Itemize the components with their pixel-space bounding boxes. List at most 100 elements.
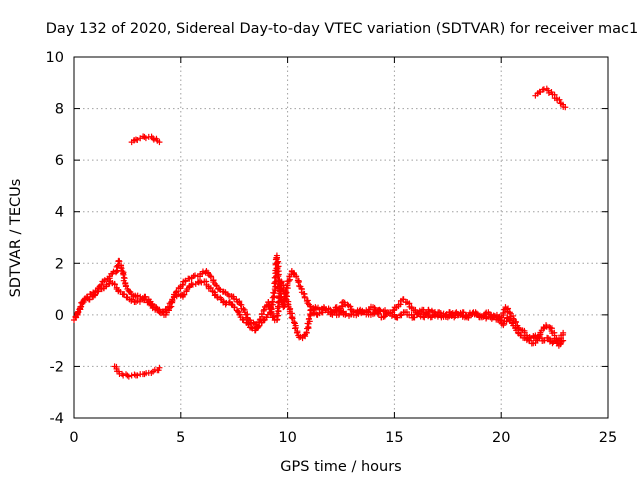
data-point [213, 282, 220, 289]
data-point [506, 310, 513, 317]
data-point [305, 316, 312, 323]
y-tick-label: 6 [55, 153, 64, 169]
data-point [512, 324, 519, 331]
data-point [208, 273, 215, 280]
data-point [231, 304, 238, 311]
data-point [411, 314, 418, 321]
chart-title: Day 132 of 2020, Sidereal Day-to-day VTE… [46, 21, 638, 37]
data-point [216, 286, 223, 293]
data-point [240, 305, 247, 312]
data-point [414, 310, 421, 317]
data-point [169, 297, 176, 304]
series-upper-arc-early [128, 133, 163, 146]
data-point [80, 299, 87, 306]
data-point [207, 284, 214, 291]
data-point [141, 296, 148, 303]
data-point [118, 264, 125, 271]
data-point [254, 323, 261, 330]
data-point [131, 371, 138, 378]
data-point [355, 310, 362, 317]
grid [74, 57, 608, 418]
x-tick-label: 25 [599, 430, 617, 446]
data-point [100, 278, 107, 285]
data-point [234, 308, 241, 315]
data-point [150, 136, 157, 143]
series-lower-arc-early [111, 363, 163, 380]
y-tick-label: -2 [50, 359, 64, 375]
data-point [376, 306, 383, 313]
x-tick-label: 5 [176, 430, 185, 446]
data-point [500, 310, 507, 317]
data-point [258, 311, 265, 318]
data-point [214, 293, 221, 300]
data-point [536, 335, 543, 342]
plot-frame [73, 56, 609, 419]
data-point [273, 260, 280, 267]
series-upper-arc-late [532, 85, 569, 111]
data-point [86, 296, 93, 303]
x-tick-label: 15 [385, 430, 403, 446]
data-point [198, 279, 205, 286]
data-point [293, 273, 300, 280]
data-point [546, 324, 553, 331]
data-point [74, 310, 81, 317]
data-point [280, 286, 287, 293]
data-point [293, 329, 300, 336]
y-tick-label: 8 [55, 102, 64, 118]
x-tick-label: 20 [492, 430, 510, 446]
data-point [168, 299, 175, 306]
data-point [323, 306, 330, 313]
data-point [125, 373, 132, 380]
data-point [301, 294, 308, 301]
data-point [366, 306, 373, 313]
data-point [156, 139, 163, 146]
data-point [156, 364, 163, 371]
y-tick-label: 0 [55, 308, 64, 324]
y-tick-label: 10 [46, 50, 64, 66]
y-axis-label: SDTVAR / TECUs [8, 179, 24, 298]
data-point [245, 321, 252, 328]
data-point [275, 273, 282, 280]
axis-ticks: 0 5 10 15 20 25 -4 -2 0 2 4 6 8 10 [46, 50, 618, 446]
data-point [289, 315, 296, 322]
data-point [165, 307, 172, 314]
y-tick-label: -4 [50, 411, 64, 427]
data-point [550, 339, 557, 346]
data-point [556, 96, 563, 103]
data-point [236, 311, 243, 318]
data-point [291, 319, 298, 326]
data-point [371, 310, 378, 317]
data-point [560, 329, 567, 336]
data-point [248, 324, 255, 331]
data-point [189, 281, 196, 288]
data-point [181, 291, 188, 298]
data-point [116, 258, 123, 265]
data-point [192, 272, 199, 279]
data-point [342, 311, 349, 318]
data-point [149, 300, 156, 307]
x-tick-label: 10 [278, 430, 296, 446]
data-point [560, 337, 567, 344]
data-point [182, 278, 189, 285]
data-point [261, 306, 268, 313]
data-point [292, 324, 299, 331]
data-point [268, 310, 275, 317]
y-tick-label: 2 [55, 256, 64, 272]
series-secondary-track [73, 278, 567, 349]
data-point [111, 281, 118, 288]
data-point [465, 312, 472, 319]
data-point [284, 300, 291, 307]
data-point [482, 310, 489, 317]
data-point [275, 299, 282, 306]
y-tick-label: 4 [55, 205, 64, 221]
data-point [562, 104, 569, 111]
data-point [270, 314, 277, 321]
data-point [134, 372, 141, 379]
data-point [142, 135, 149, 142]
data-point [448, 313, 455, 320]
data-point [101, 277, 108, 284]
x-tick-label: 0 [69, 430, 78, 446]
data-point [121, 291, 128, 298]
data-point [228, 301, 235, 308]
